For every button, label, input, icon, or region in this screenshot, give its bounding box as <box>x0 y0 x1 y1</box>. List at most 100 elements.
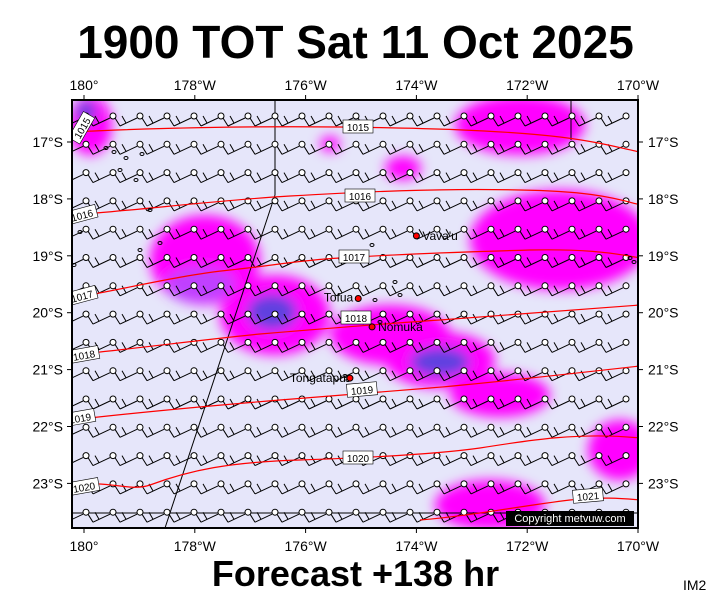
wind-barb <box>573 338 603 353</box>
island <box>369 243 375 247</box>
isobar <box>72 188 638 216</box>
forecast-label: Forecast +138 hr <box>211 553 500 594</box>
wind-barb <box>114 112 144 127</box>
island <box>631 260 637 264</box>
wind-barb <box>222 282 252 297</box>
lon-label-bottom: 170°W <box>617 538 660 554</box>
wind-barb <box>600 338 630 353</box>
wind-barb <box>492 367 522 382</box>
map-frame <box>71 99 639 529</box>
wind-barb <box>492 254 522 268</box>
wind-barb <box>303 480 333 495</box>
wind-barb <box>357 480 387 495</box>
svg-text:1021: 1021 <box>577 491 601 504</box>
wind-barb <box>573 112 603 127</box>
wind-barb <box>249 310 279 325</box>
wind-barb <box>303 367 333 382</box>
wind-barb <box>195 140 225 155</box>
svg-text:1015: 1015 <box>347 123 370 134</box>
wind-barb <box>222 225 252 240</box>
wind-barb <box>384 508 414 523</box>
wind-barb <box>276 310 306 325</box>
wind-barb <box>141 169 171 184</box>
wind-barb <box>411 254 441 268</box>
wind-barb <box>438 197 468 212</box>
lat-label-right: 23°S <box>648 475 679 491</box>
wind-barb <box>168 169 198 184</box>
wind-barb <box>141 225 171 240</box>
island <box>392 280 398 284</box>
wind-barb <box>492 423 522 438</box>
isobar-label: 1019 <box>346 381 378 398</box>
wind-barb <box>573 395 603 410</box>
isobar <box>72 126 638 153</box>
wind-barb <box>276 140 306 155</box>
wind-barb <box>276 169 306 184</box>
place-dot <box>354 294 362 302</box>
wind-barb <box>222 508 252 523</box>
lon-label-bottom: 172°W <box>506 538 549 554</box>
wind-barb <box>492 169 522 184</box>
wind-barb <box>411 367 441 382</box>
wind-barb <box>438 338 468 353</box>
wind-barb <box>249 225 279 240</box>
wind-barb <box>330 480 360 495</box>
wind-barb <box>87 169 117 184</box>
island <box>137 248 143 252</box>
wind-barb <box>492 197 522 212</box>
island <box>103 146 109 150</box>
lat-label-left: 18°S <box>32 191 63 207</box>
wind-barb <box>87 395 117 410</box>
wind-barb <box>492 452 522 467</box>
wind-barb <box>87 367 117 382</box>
wind-barb <box>519 338 549 353</box>
wind-barb <box>546 197 576 212</box>
wind-barb <box>492 225 522 240</box>
wind-barb <box>519 282 549 297</box>
wind-barb <box>303 225 333 240</box>
wind-barb <box>465 423 495 438</box>
isobar-label: 1019 <box>72 408 97 427</box>
wind-barb <box>546 395 576 410</box>
wind-barb <box>168 282 198 297</box>
wind-barb <box>330 395 360 410</box>
wind-barb <box>330 508 360 523</box>
lon-label-bottom: 174°W <box>395 538 438 554</box>
wind-barb <box>600 310 630 325</box>
island <box>77 230 83 234</box>
wind-barb <box>222 310 252 325</box>
wind-barb <box>276 508 306 523</box>
wind-barb <box>114 338 144 353</box>
isobar <box>72 304 638 356</box>
wind-barb <box>573 197 603 212</box>
wind-barb <box>411 338 441 353</box>
wind-barb <box>384 367 414 382</box>
wind-barb <box>519 254 549 268</box>
wind-barb <box>114 310 144 325</box>
wind-barb <box>168 395 198 410</box>
svg-text:1017: 1017 <box>343 253 366 264</box>
isobar-label: 1020 <box>342 450 374 465</box>
place-marker: Tofua <box>324 290 362 304</box>
wind-barb <box>168 254 198 268</box>
wind-barb <box>276 452 306 467</box>
wind-barb <box>195 452 225 467</box>
wind-barb <box>357 508 387 523</box>
island <box>372 298 378 302</box>
wind-barb <box>546 225 576 240</box>
wind-barb <box>546 338 576 353</box>
wind-barb <box>195 282 225 297</box>
wind-barb <box>168 140 198 155</box>
lat-label-left: 20°S <box>32 305 63 321</box>
wind-barb <box>195 367 225 382</box>
wind-barb <box>195 395 225 410</box>
lon-label-top: 172°W <box>506 77 549 93</box>
wind-barb <box>357 169 387 184</box>
wind-barb <box>384 197 414 212</box>
wind-barb <box>72 367 90 379</box>
wind-barb <box>357 367 387 382</box>
wind-barb <box>249 254 279 268</box>
wind-barbs <box>72 112 630 523</box>
wind-barb <box>465 452 495 467</box>
lat-label-left: 17°S <box>32 134 63 150</box>
